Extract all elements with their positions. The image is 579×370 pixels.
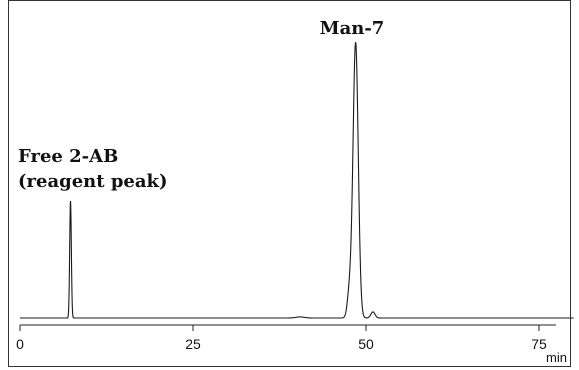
x-tick-label-75: 75 [531, 336, 547, 352]
x-axis-unit-label: min [546, 350, 567, 365]
x-tick-label-0: 0 [16, 336, 24, 352]
x-tick-label-50: 50 [358, 336, 374, 352]
plot-frame [8, 0, 571, 367]
peak-annotation-1-line-1: Free 2-AB [18, 146, 118, 167]
chromatogram-trace [19, 41, 575, 319]
peak-annotations: Free 2-AB (reagent peak) Man-7 [18, 18, 384, 192]
x-axis-ticks: 0 25 50 75 [16, 325, 547, 352]
peak-annotation-2-line-1: Man-7 [320, 18, 385, 39]
peak-annotation-1-line-2: (reagent peak) [18, 171, 168, 192]
x-tick-label-25: 25 [185, 336, 201, 352]
